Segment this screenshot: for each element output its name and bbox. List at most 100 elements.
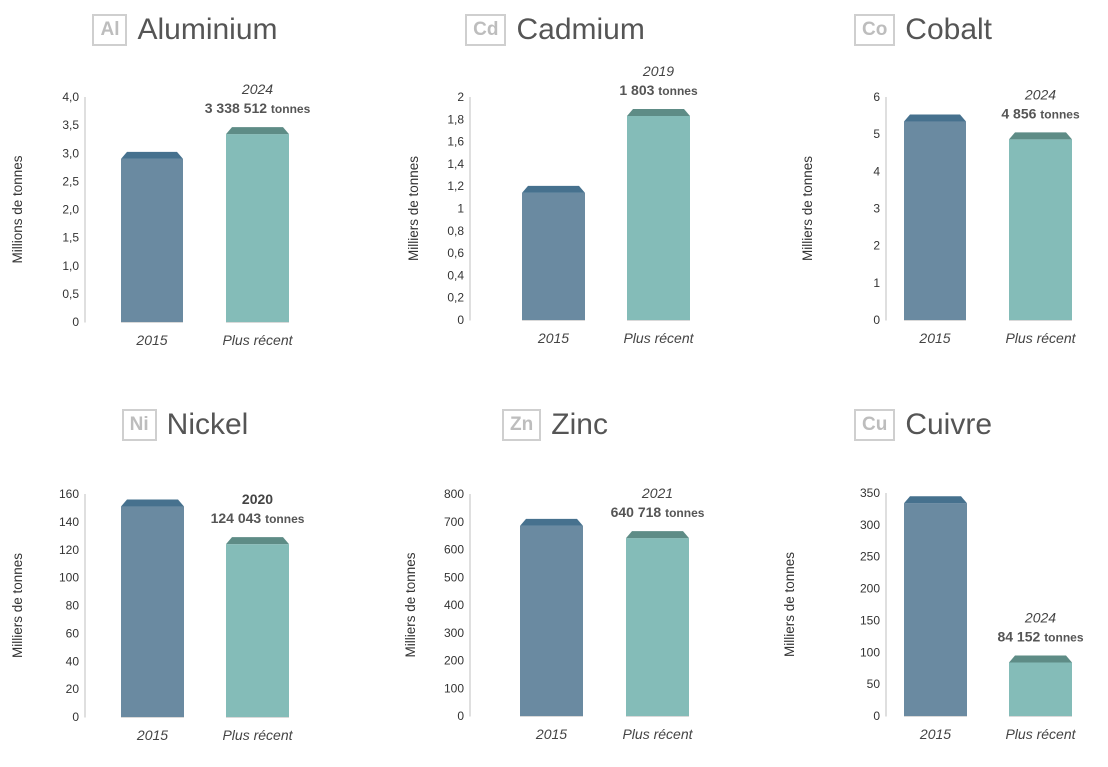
y-axis-label: Milliers de tonnes <box>782 552 797 657</box>
y-tick-label: 600 <box>444 543 464 557</box>
annotation-value-unit: tonnes <box>271 102 311 116</box>
annotation-value: 84 152 tonnes <box>997 628 1083 644</box>
x-category-label: Plus récent <box>1005 726 1076 742</box>
chart-cuivre: 0 50 100 150 200 250 300 350 Milliers de tonnes 2… <box>782 486 1084 742</box>
y-tick-label: 0,2 <box>447 291 464 305</box>
element-symbol-badge: Zn <box>502 409 542 441</box>
y-tick-label: 0 <box>457 313 464 327</box>
chart-title: Cuivre <box>905 408 993 441</box>
y-axis-label: Millions de tonnes <box>10 155 25 263</box>
y-tick-label: 200 <box>860 582 880 596</box>
annotation-value-unit: tonnes <box>665 506 705 520</box>
chart-header: Ni Nickel <box>0 405 370 445</box>
annotation-value-unit: tonnes <box>1040 107 1080 121</box>
chart-panel-nickel: Ni Nickel 0 20 40 60 80 100 120 140 160 Milliers … <box>0 395 370 767</box>
annotation-value: 640 718 tonnes <box>611 504 705 520</box>
chart-header: Zn Zinc <box>370 405 740 445</box>
y-tick-label: 1,2 <box>447 179 464 193</box>
y-tick-label: 1,5 <box>62 231 79 245</box>
y-tick-label: 50 <box>867 677 881 691</box>
bar-recent <box>627 115 690 320</box>
y-tick-label: 250 <box>860 550 880 564</box>
bar-2015 <box>121 506 184 717</box>
annotation-value-number: 3 338 512 <box>205 100 271 116</box>
bar-cap <box>520 518 583 526</box>
y-tick-label: 80 <box>66 599 80 613</box>
y-tick-label: 1 <box>873 276 880 290</box>
chart-title: Aluminium <box>137 13 278 46</box>
y-tick-label: 300 <box>860 518 880 532</box>
annotation-year: 2021 <box>641 485 673 501</box>
annotation-year: 2020 <box>242 491 273 507</box>
chart-cobalt: 0 1 2 3 4 5 6 Milliers de tonnes 2015 Plus récent… <box>800 86 1080 346</box>
y-tick-label: 0 <box>873 709 880 723</box>
chart-cadmium: 0 0,2 0,4 0,6 0,8 1 1,2 1,4 1,6 1,8 2 Milliers de t… <box>406 63 698 346</box>
y-tick-label: 20 <box>66 682 80 696</box>
chart-panel-cobalt: Co Cobalt 0 1 2 3 4 5 6 Milliers de tonnes 2015 P… <box>738 0 1108 372</box>
annotation-value-unit: tonnes <box>1044 630 1084 644</box>
y-tick-label: 800 <box>444 487 464 501</box>
element-symbol-badge: Co <box>853 14 896 46</box>
annotation-year: 2019 <box>642 63 674 79</box>
x-category-label: 2015 <box>535 726 567 742</box>
y-tick-label: 2,0 <box>62 203 79 217</box>
element-symbol-badge: Cu <box>853 409 896 441</box>
x-category-label: 2015 <box>136 727 168 743</box>
annotation-value-number: 640 718 <box>611 504 666 520</box>
y-tick-label: 140 <box>59 515 79 529</box>
annotation-year: 2024 <box>1024 609 1056 625</box>
y-tick-label: 400 <box>444 598 464 612</box>
annotation-value-number: 124 043 <box>211 510 266 526</box>
bar-cap <box>904 114 966 122</box>
annotation-value: 124 043 tonnes <box>211 510 305 526</box>
y-tick-label: 2 <box>457 90 464 104</box>
annotation-value-unit: tonnes <box>265 512 305 526</box>
annotation-value-number: 84 152 <box>997 628 1044 644</box>
bar-recent <box>626 538 689 716</box>
bar-recent <box>226 544 289 717</box>
bar-cap <box>121 499 184 507</box>
y-tick-label: 4 <box>873 164 880 178</box>
x-category-label: Plus récent <box>622 726 693 742</box>
y-tick-label: 2 <box>873 239 880 253</box>
y-tick-label: 1,0 <box>62 259 79 273</box>
y-tick-label: 40 <box>66 654 80 668</box>
annotation-year: 2024 <box>241 81 273 97</box>
bar-cap <box>627 108 690 116</box>
bar-cap <box>121 151 183 159</box>
bar-cap <box>226 537 289 545</box>
annotation-value: 4 856 tonnes <box>1001 105 1080 121</box>
x-category-label: Plus récent <box>623 330 694 346</box>
y-tick-label: 700 <box>444 515 464 529</box>
bar-2015 <box>904 121 966 320</box>
y-tick-label: 120 <box>59 543 79 557</box>
x-category-label: 2015 <box>537 330 569 346</box>
chart-panel-aluminium: Al Aluminium 0 0,5 1,0 1,5 2,0 2,5 3,0 3,5 4,0 Mi… <box>0 0 370 372</box>
chart-header: Co Cobalt <box>738 10 1108 50</box>
y-tick-label: 0,4 <box>447 268 464 282</box>
y-tick-label: 1,6 <box>447 135 464 149</box>
y-tick-label: 1,8 <box>447 112 464 126</box>
x-category-label: Plus récent <box>222 727 293 743</box>
element-symbol-badge: Cd <box>465 14 507 46</box>
y-tick-label: 350 <box>860 486 880 500</box>
y-tick-label: 5 <box>873 127 880 141</box>
x-category-label: 2015 <box>135 332 167 348</box>
annotation-value-unit: tonnes <box>658 84 698 98</box>
y-axis-label: Milliers de tonnes <box>10 553 25 658</box>
bar-recent <box>1009 139 1072 320</box>
y-tick-label: 0,8 <box>447 224 464 238</box>
y-tick-label: 0 <box>457 709 464 723</box>
y-tick-label: 0 <box>72 710 79 724</box>
chart-panel-cuivre: Cu Cuivre 0 50 100 150 200 250 300 350 Milliers … <box>738 395 1108 767</box>
y-tick-label: 300 <box>444 626 464 640</box>
bar-cap <box>626 531 689 539</box>
element-symbol-badge: Ni <box>121 409 157 441</box>
y-tick-label: 1,4 <box>447 157 464 171</box>
chart-header: Al Aluminium <box>0 10 370 50</box>
x-category-label: Plus récent <box>1005 330 1076 346</box>
chart-zinc: 0 100 200 300 400 500 600 700 800 Milliers de ton… <box>403 485 705 742</box>
bar-cap <box>522 185 585 193</box>
bar-cap <box>904 496 967 504</box>
element-symbol-badge: Al <box>92 14 128 46</box>
